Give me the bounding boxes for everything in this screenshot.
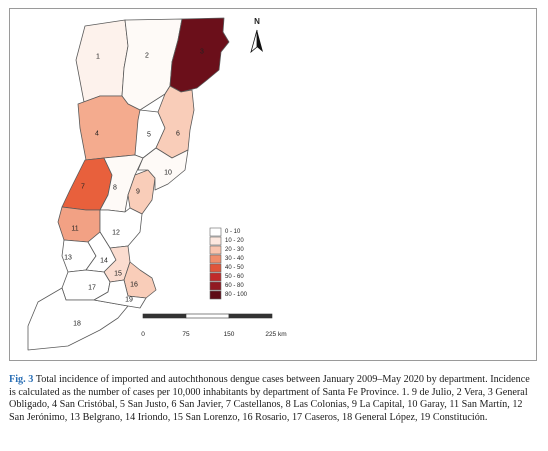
department-number-6: 6 bbox=[176, 131, 180, 138]
department-number-19: 19 bbox=[125, 297, 133, 304]
legend-label: 50 - 60 bbox=[225, 274, 244, 280]
figure-caption: Fig. 3 Total incidence of imported and a… bbox=[9, 374, 539, 424]
legend-swatch bbox=[209, 272, 222, 282]
legend-label: 10 - 20 bbox=[225, 238, 244, 244]
department-number-7: 7 bbox=[81, 184, 85, 191]
scale-tick-label: 150 bbox=[224, 331, 235, 338]
scale-bar bbox=[142, 313, 273, 319]
legend-swatch bbox=[209, 263, 222, 273]
legend-swatch bbox=[209, 236, 222, 246]
department-number-2: 2 bbox=[145, 53, 149, 60]
department-4 bbox=[77, 95, 141, 161]
legend: 0 - 10 10 - 20 20 - 30 30 - 40 40 - 50 50 - 6… bbox=[209, 227, 248, 300]
department-16 bbox=[123, 261, 157, 299]
north-arrow-icon bbox=[250, 29, 263, 54]
legend-swatch bbox=[209, 245, 222, 255]
department-number-16: 16 bbox=[130, 282, 138, 289]
department-number-10: 10 bbox=[164, 170, 172, 177]
departments-layer bbox=[27, 17, 230, 351]
caption-text: Total incidence of imported and autochth… bbox=[9, 374, 530, 423]
department-number-14: 14 bbox=[100, 258, 108, 265]
legend-swatch bbox=[209, 281, 222, 291]
scale-tick-label: 225 km bbox=[265, 331, 286, 338]
legend-label: 30 - 40 bbox=[225, 256, 244, 262]
department-number-15: 15 bbox=[114, 271, 122, 278]
department-19 bbox=[93, 279, 147, 309]
legend-swatch bbox=[209, 227, 222, 237]
scale-tick-label: 0 bbox=[141, 331, 145, 338]
scale-bar-labels: 0 75 150 225 km bbox=[141, 331, 286, 338]
department-number-17: 17 bbox=[88, 285, 96, 292]
figure-label: Fig. 3 bbox=[9, 374, 34, 385]
legend-label: 60 - 80 bbox=[225, 283, 244, 289]
department-3 bbox=[169, 17, 230, 93]
department-number-3: 3 bbox=[200, 49, 204, 56]
department-number-11: 11 bbox=[71, 226, 78, 233]
legend-label: 20 - 30 bbox=[225, 247, 244, 253]
department-number-1: 1 bbox=[96, 54, 100, 61]
legend-label: 40 - 50 bbox=[225, 265, 244, 271]
department-number-12: 12 bbox=[112, 230, 120, 237]
department-number-8: 8 bbox=[113, 185, 117, 192]
department-10 bbox=[137, 147, 189, 191]
department-number-4: 4 bbox=[95, 131, 99, 138]
north-label: N bbox=[254, 17, 260, 26]
legend-label: 0 - 10 bbox=[225, 229, 241, 235]
department-number-18: 18 bbox=[73, 321, 81, 328]
scale-tick-label: 75 bbox=[182, 331, 190, 338]
legend-swatch bbox=[209, 254, 222, 264]
department-1 bbox=[75, 19, 129, 103]
department-6 bbox=[155, 85, 195, 159]
department-number-13: 13 bbox=[64, 255, 72, 262]
department-18 bbox=[27, 287, 129, 351]
legend-label: 80 - 100 bbox=[225, 292, 248, 298]
department-number-5: 5 bbox=[147, 132, 151, 139]
department-number-9: 9 bbox=[136, 189, 140, 196]
legend-swatch bbox=[209, 290, 222, 300]
